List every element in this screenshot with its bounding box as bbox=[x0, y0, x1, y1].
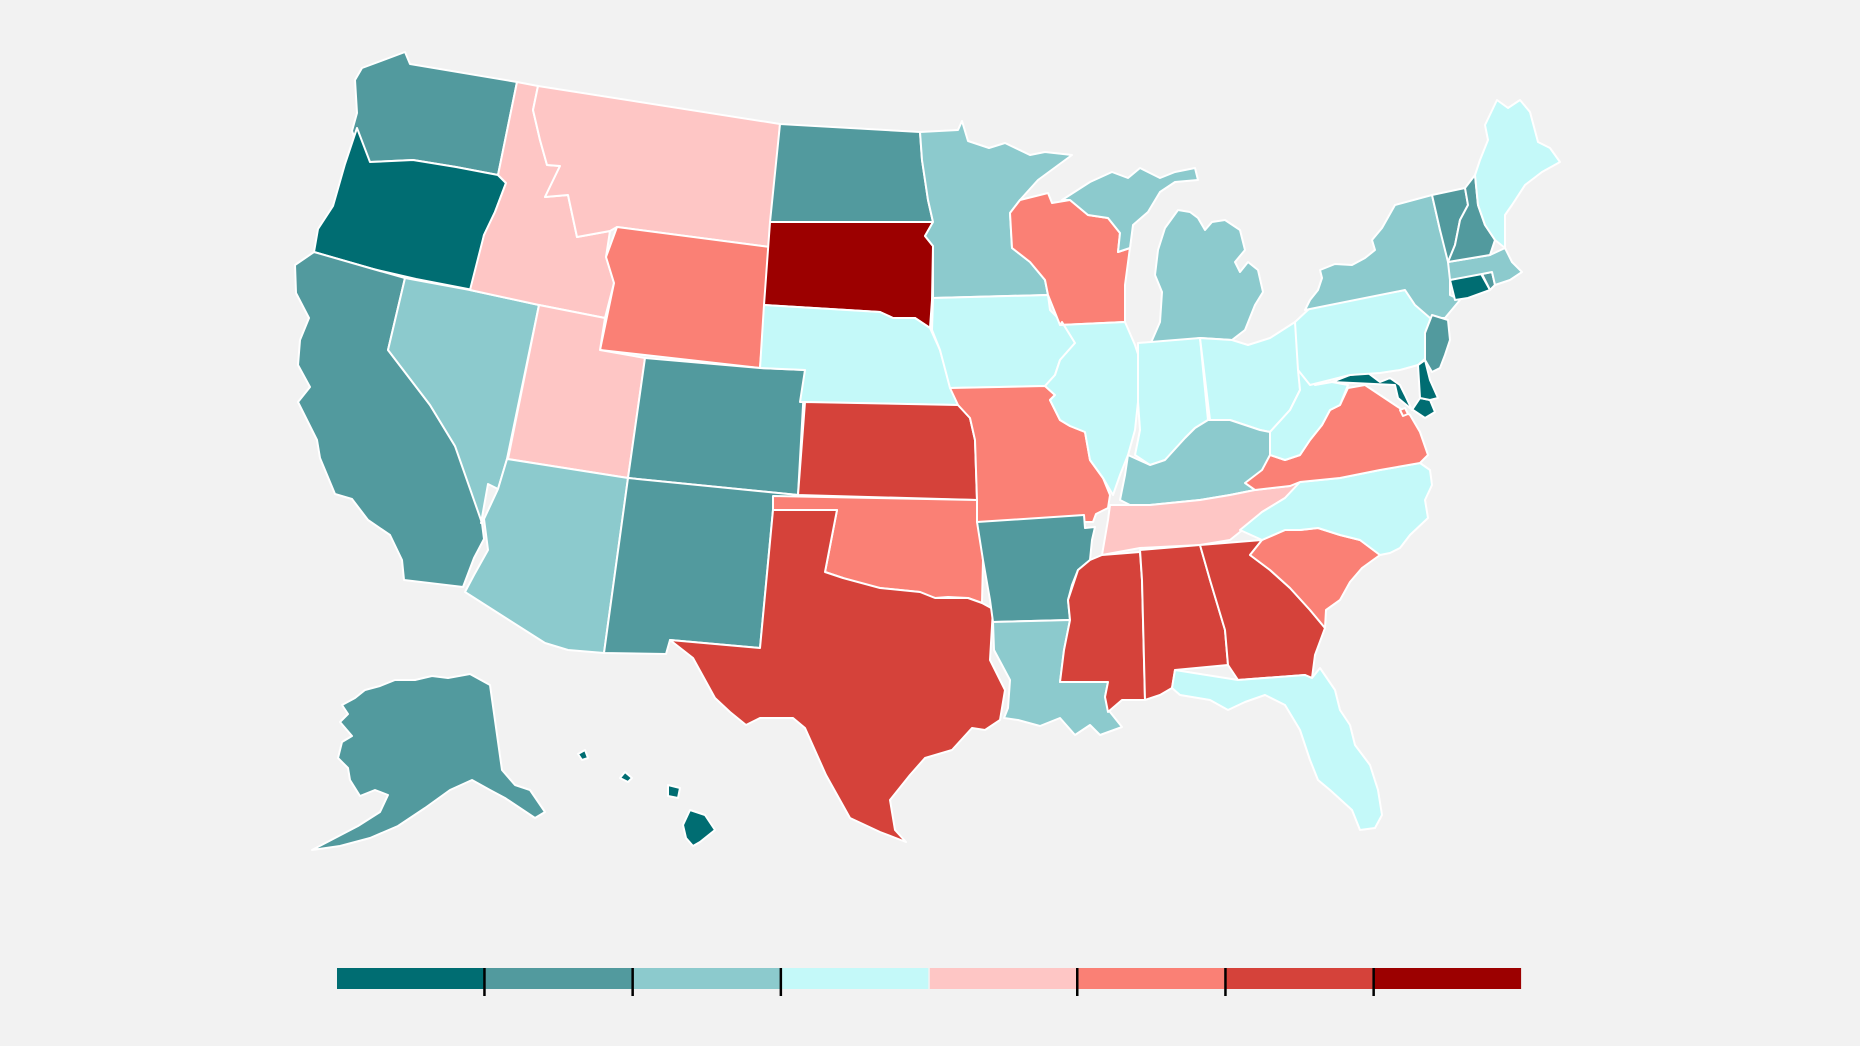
legend-swatch-1 bbox=[337, 968, 484, 989]
legend-swatch-7 bbox=[1226, 968, 1373, 989]
state-MI[interactable] bbox=[1061, 167, 1264, 346]
state-KS[interactable] bbox=[797, 401, 978, 501]
legend-swatch-4 bbox=[781, 968, 929, 989]
state-NJ[interactable] bbox=[1424, 314, 1451, 373]
legend-swatch-6 bbox=[1078, 968, 1225, 989]
state-ME[interactable] bbox=[1474, 99, 1561, 249]
state-WV[interactable] bbox=[1269, 369, 1349, 461]
state-ND[interactable] bbox=[769, 123, 934, 223]
legend-swatch-2 bbox=[485, 968, 632, 989]
legend-swatch-3 bbox=[633, 968, 781, 989]
state-MA[interactable] bbox=[1447, 247, 1523, 286]
legend-swatch-5 bbox=[929, 968, 1077, 989]
color-legend bbox=[337, 968, 1522, 996]
state-CO[interactable] bbox=[627, 357, 806, 496]
state-AZ[interactable] bbox=[464, 458, 629, 654]
state-HI[interactable] bbox=[577, 749, 716, 847]
legend-swatch-8 bbox=[1374, 968, 1522, 989]
state-TX[interactable] bbox=[669, 509, 1006, 843]
state-MD[interactable] bbox=[1331, 372, 1436, 419]
state-WY[interactable] bbox=[599, 226, 771, 369]
state-DC[interactable] bbox=[1399, 407, 1409, 417]
state-AK[interactable] bbox=[311, 673, 546, 851]
states-layer bbox=[294, 51, 1561, 851]
state-FL[interactable] bbox=[1171, 667, 1383, 831]
state-WA[interactable] bbox=[351, 51, 518, 176]
